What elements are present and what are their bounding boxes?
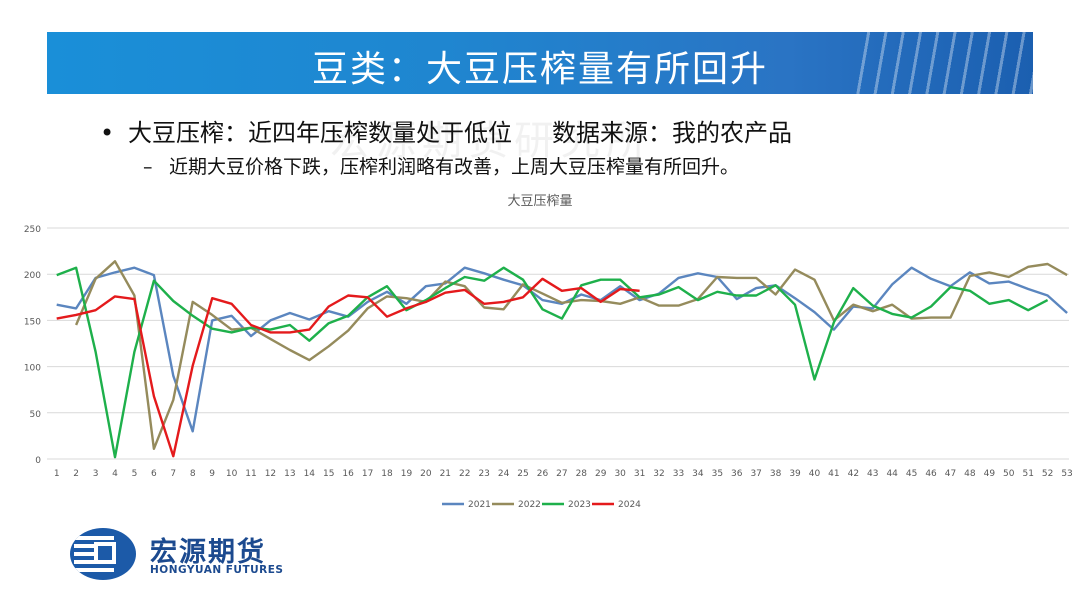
x-tick-label: 19 bbox=[401, 469, 413, 479]
x-tick-label: 10 bbox=[226, 469, 238, 479]
x-tick-label: 17 bbox=[362, 469, 373, 479]
y-tick-label: 0 bbox=[35, 456, 41, 466]
logo-mark-icon bbox=[70, 528, 136, 580]
data-source-text: 数据来源：我的农产品 bbox=[552, 119, 792, 147]
x-tick-label: 1 bbox=[54, 469, 60, 479]
x-tick-label: 48 bbox=[964, 469, 976, 479]
x-axis: 1 2 3 4 5 6 7 8 9 10 11 12 13 14 15 16 17 18 19 20 21 22 23 24 2… bbox=[54, 469, 1073, 479]
x-tick-label: 43 bbox=[867, 469, 878, 479]
bullet-sub-text: 近期大豆价格下跌，压榨利润略有改善，上周大豆压榨量有所回升。 bbox=[169, 156, 740, 178]
x-tick-label: 22 bbox=[459, 469, 470, 479]
x-tick-label: 15 bbox=[323, 469, 334, 479]
x-tick-label: 7 bbox=[170, 469, 176, 479]
chart-title: 大豆压榨量 bbox=[507, 193, 572, 209]
x-tick-label: 34 bbox=[692, 469, 704, 479]
x-tick-label: 13 bbox=[284, 469, 295, 479]
x-tick-label: 18 bbox=[381, 469, 393, 479]
x-tick-label: 25 bbox=[517, 469, 528, 479]
bullet-sub: – 近期大豆价格下跌，压榨利润略有改善，上周大豆压榨量有所回升。 bbox=[143, 152, 739, 179]
x-tick-label: 40 bbox=[809, 469, 821, 479]
x-tick-label: 31 bbox=[634, 469, 645, 479]
x-tick-label: 29 bbox=[595, 469, 607, 479]
x-tick-label: 2 bbox=[73, 469, 79, 479]
x-tick-label: 26 bbox=[537, 469, 549, 479]
series-line-2023 bbox=[56, 266, 1049, 459]
legend-label-2021: 2021 bbox=[468, 500, 491, 510]
x-tick-label: 28 bbox=[576, 469, 588, 479]
x-tick-label: 38 bbox=[770, 469, 782, 479]
page-title: 豆类：大豆压榨量有所回升 bbox=[311, 49, 768, 90]
y-tick-label: 200 bbox=[24, 271, 41, 281]
x-tick-label: 30 bbox=[614, 469, 626, 479]
logo-name-cn: 宏源期货 bbox=[150, 537, 266, 568]
chart-legend: 2021 2022 2023 2024 bbox=[442, 500, 641, 510]
x-tick-label: 35 bbox=[712, 469, 723, 479]
chart-grid bbox=[47, 227, 1069, 460]
series-line-2021 bbox=[56, 266, 1068, 433]
x-tick-label: 37 bbox=[750, 469, 761, 479]
x-tick-label: 24 bbox=[498, 469, 510, 479]
bullet-dash-icon: – bbox=[143, 156, 153, 178]
x-tick-label: 14 bbox=[304, 469, 316, 479]
series-line-2024 bbox=[56, 277, 640, 458]
x-tick-label: 36 bbox=[731, 469, 743, 479]
x-tick-label: 9 bbox=[209, 469, 215, 479]
x-tick-label: 32 bbox=[653, 469, 664, 479]
x-tick-label: 49 bbox=[984, 469, 996, 479]
x-tick-label: 23 bbox=[478, 469, 489, 479]
x-tick-label: 27 bbox=[556, 469, 567, 479]
x-tick-label: 4 bbox=[112, 469, 118, 479]
x-tick-label: 52 bbox=[1042, 469, 1053, 479]
chart-series bbox=[56, 260, 1068, 459]
x-tick-label: 44 bbox=[886, 469, 898, 479]
bullet-main: • 大豆压榨：近四年压榨数量处于低位 数据来源：我的农产品 bbox=[100, 113, 792, 148]
x-tick-label: 20 bbox=[420, 469, 432, 479]
y-tick-label: 50 bbox=[30, 410, 42, 420]
x-tick-label: 46 bbox=[925, 469, 937, 479]
y-axis: 0 50 100 150 200 250 bbox=[24, 225, 41, 466]
legend-label-2022: 2022 bbox=[518, 500, 541, 510]
x-tick-label: 6 bbox=[151, 469, 157, 479]
y-tick-label: 250 bbox=[24, 225, 41, 235]
logo-name-en: HONGYUAN FUTURES bbox=[150, 564, 284, 576]
x-tick-label: 42 bbox=[848, 469, 859, 479]
x-tick-label: 16 bbox=[342, 469, 354, 479]
legend-label-2023: 2023 bbox=[568, 500, 591, 510]
x-tick-label: 45 bbox=[906, 469, 917, 479]
bullet-dot-icon: • bbox=[100, 119, 115, 147]
x-tick-label: 50 bbox=[1003, 469, 1015, 479]
banner-stripe-decoration bbox=[853, 32, 1033, 94]
x-tick-label: 33 bbox=[673, 469, 684, 479]
company-logo: 宏源期货 HONGYUAN FUTURES bbox=[70, 526, 310, 582]
bullet-main-text: 大豆压榨：近四年压榨数量处于低位 bbox=[128, 119, 512, 147]
title-banner: 豆类：大豆压榨量有所回升 bbox=[47, 32, 1033, 94]
x-tick-label: 39 bbox=[789, 469, 801, 479]
x-tick-label: 3 bbox=[93, 469, 99, 479]
x-tick-label: 41 bbox=[828, 469, 839, 479]
y-tick-label: 150 bbox=[24, 317, 41, 327]
x-tick-label: 11 bbox=[245, 469, 256, 479]
x-tick-label: 8 bbox=[190, 469, 196, 479]
x-tick-label: 47 bbox=[945, 469, 956, 479]
x-tick-label: 5 bbox=[132, 469, 138, 479]
x-tick-label: 21 bbox=[440, 469, 451, 479]
x-tick-label: 51 bbox=[1022, 469, 1033, 479]
legend-label-2024: 2024 bbox=[618, 500, 641, 510]
y-tick-label: 100 bbox=[24, 364, 41, 374]
x-tick-label: 12 bbox=[265, 469, 276, 479]
x-tick-label: 53 bbox=[1061, 469, 1072, 479]
